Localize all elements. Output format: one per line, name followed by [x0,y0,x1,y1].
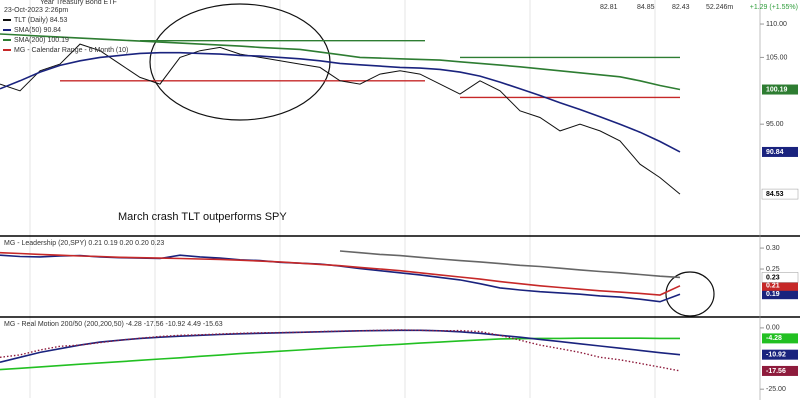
series-line [0,337,680,371]
y-tick-label: 0.30 [766,245,780,252]
legend-entry: MG - Calendar Range - 6 Month (10) [14,47,128,54]
series-line [0,329,681,363]
last-value-box [762,333,798,344]
header-value: 52.246m [706,4,733,11]
y-tick-label: -25.00 [766,386,786,393]
header-value: 82.43 [672,4,690,11]
last-value-label: -4.28 [766,335,782,342]
last-value-label: 100.19 [766,86,788,93]
y-tick-label: 110.00 [766,21,787,28]
legend-entry: SMA(50) 90.84 [14,27,61,34]
last-value-box [761,188,799,200]
date-grid [29,0,656,398]
chart-subtitle: 23-Oct-2023 2:26pm [4,7,68,14]
series-line [0,251,681,296]
panel-title: MG - Leadership (20,SPY) 0.21 0.19 0.20 … [4,240,164,247]
last-value-box [762,84,798,95]
last-value-box [762,289,798,300]
last-value-box [762,349,798,360]
chart-title: Year Treasury Bond ETF [40,0,117,6]
series-line [339,250,681,279]
highlight-circle [665,271,715,317]
last-value-label: -10.92 [766,352,786,359]
last-value-label: 0.19 [766,291,780,298]
series-line [0,51,681,153]
annotation: March crash TLT outperforms SPY [118,211,287,223]
last-value-label: -17.56 [766,368,786,375]
last-value-label: 84.53 [766,191,784,198]
y-tick-label: 0.00 [766,325,780,332]
series-line [0,43,681,195]
last-value-label: 90.84 [766,149,784,156]
panel-title: MG - Real Motion 200/50 (200,200,50) -4.… [4,321,223,328]
y-tick-label: 0.25 [766,266,780,273]
last-value-box [762,365,798,376]
header-value: 84.85 [637,4,655,11]
header-value: +1.29 (+1.55%) [750,4,798,11]
last-value-box [761,272,799,283]
header-value: 82.81 [600,4,618,11]
legend-entry: TLT (Daily) 84.53 [14,17,68,24]
series-line [0,33,681,91]
y-tick-label: 95.00 [766,121,784,128]
last-value-box [762,280,798,291]
last-value-label: 0.21 [766,283,780,290]
y-tick-label: 105.00 [766,54,788,61]
last-value-box [762,146,798,157]
last-value-label: 0.23 [766,274,780,281]
legend-entry: SMA(200) 100.19 [14,37,69,44]
